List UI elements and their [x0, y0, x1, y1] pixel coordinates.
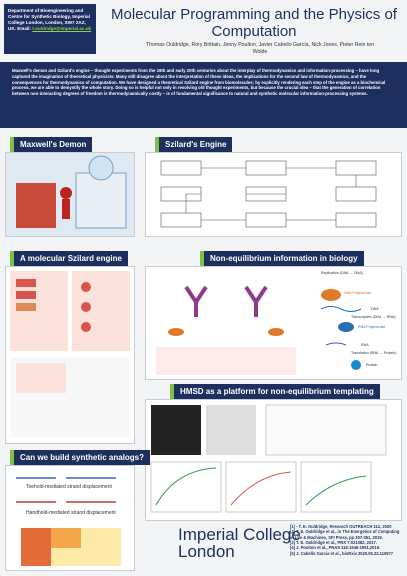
section-header: A molecular Szilard engine [10, 251, 128, 266]
section-header: Non-equilibrium information in biology [200, 251, 364, 266]
szilard-panel [145, 152, 402, 237]
reference: [4] J. Poulton et al., PNAS 116:1946-195… [290, 545, 381, 551]
label: Protein [366, 363, 378, 367]
label: DNA Polymerase [344, 291, 372, 295]
synthetic-figure [16, 477, 121, 566]
label: Replication (DNA → DNA) [321, 271, 363, 275]
email[interactable]: t.ouldridge@imperial.ac.uk [32, 25, 92, 31]
abstract: Maxwell's demon and Szilard's engine – t… [0, 62, 407, 128]
hmsd-panel [145, 399, 402, 521]
section-header: Can we build synthetic analogs? [10, 450, 151, 465]
label: Translation (RNA → Protein) [351, 351, 397, 355]
biology-panel: Replication (DNA → DNA) DNA Polymerase D… [145, 266, 402, 380]
affiliation: Department of Bioengineering and Centre … [8, 8, 90, 31]
section-header: Maxwell's Demon [10, 137, 93, 152]
section-header: HMSD as a platform for non-equilibrium t… [170, 384, 380, 399]
section-header: Szilard's Engine [155, 137, 233, 152]
title: Molecular Programming and the Physics of… [111, 6, 397, 41]
authors: Thomas Ouldridge, Rory Brittain, Jenny P… [145, 42, 375, 55]
label: RNA Polymerase [358, 325, 386, 329]
reference: [1] - T. E. Ouldridge, Research OUTREACH… [290, 524, 392, 529]
biology-figure [156, 285, 362, 375]
molecular-panel [5, 266, 135, 444]
label: Handhold-mediated strand displacement [26, 510, 116, 516]
logo-line: London [178, 542, 235, 561]
reference: [2] T. E. Ouldridge et al., in The Energ… [290, 529, 400, 540]
references: [1] - T. E. Ouldridge, Research OUTREACH… [290, 524, 402, 556]
maxwell-panel [5, 152, 135, 237]
affiliation-box: Department of Bioengineering and Centre … [4, 4, 96, 54]
reference: [5] J. Cabello Garcia et al., bioRxiv 20… [290, 550, 394, 556]
synthetic-panel: Toehold-mediated strand displacement Han… [5, 465, 135, 571]
logo-line: Imperial College [178, 525, 301, 544]
label: RNA [361, 343, 369, 347]
logo: Imperial College London [178, 526, 301, 560]
hmsd-figure [150, 404, 387, 513]
label: DNA [371, 307, 379, 311]
szilard-figure [160, 160, 377, 228]
reference: [3] T. E. Ouldridge et al., PRX 7:021082… [290, 539, 377, 545]
label: Toehold-mediated strand displacement [26, 484, 112, 490]
label: Transcription (DNA → RNA) [351, 315, 396, 319]
maxwell-figure [6, 153, 134, 236]
molecular-figure [10, 271, 130, 437]
